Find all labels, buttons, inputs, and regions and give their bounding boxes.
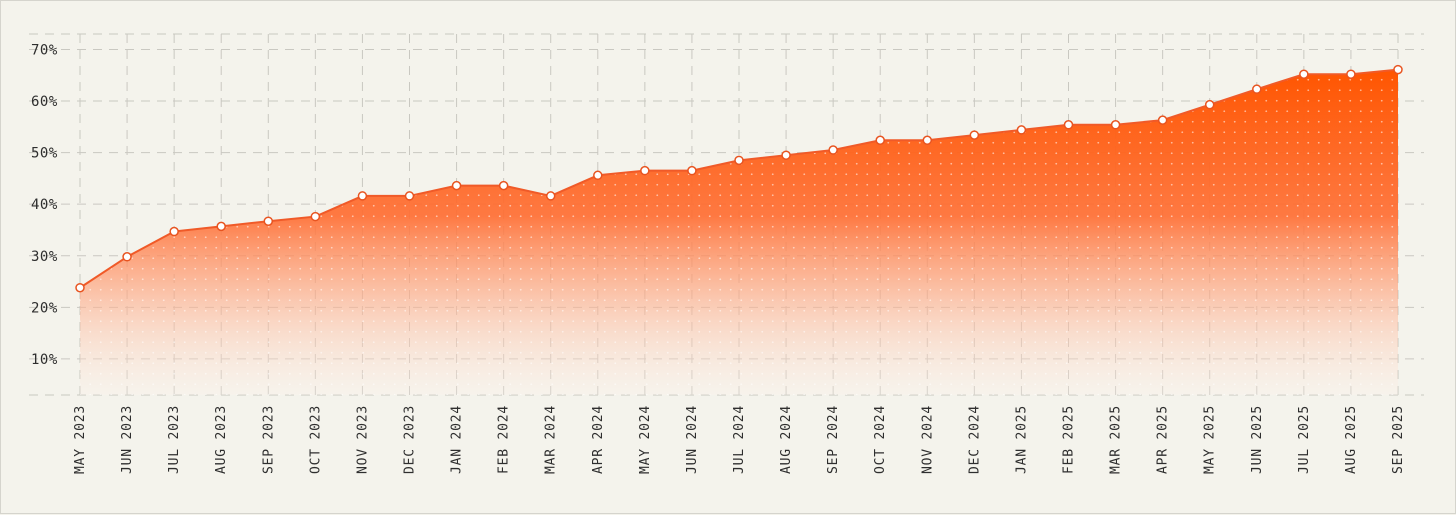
x-tick-label: NOV 2024 — [920, 405, 935, 474]
data-point-11[interactable] — [593, 170, 603, 181]
x-axis-ticks: MAY 2023 JUN 2023 JUL 2023 AUG 2023 SEP 2023… — [73, 405, 1406, 474]
data-point-25[interactable] — [1252, 84, 1262, 94]
data-point-1[interactable] — [122, 252, 132, 262]
x-tick-label: JUL 2023 — [167, 405, 182, 474]
data-point-27[interactable] — [1346, 69, 1356, 79]
x-tick-label: MAR 2025 — [1109, 405, 1124, 474]
x-tick-label: JUN 2024 — [685, 405, 700, 474]
data-point-17[interactable] — [875, 135, 885, 145]
area-fill-group — [80, 69, 1398, 395]
x-tick-label: MAY 2025 — [1203, 405, 1218, 474]
x-tick-label: AUG 2023 — [214, 405, 229, 474]
x-tick-label: DEC 2024 — [967, 405, 982, 474]
y-tick-label: 40% — [31, 197, 58, 213]
x-tick-label: SEP 2023 — [261, 405, 276, 474]
data-point-18[interactable] — [922, 135, 933, 145]
data-point-14[interactable] — [734, 155, 744, 166]
data-point-3[interactable] — [216, 221, 226, 232]
data-point-7[interactable] — [404, 191, 415, 201]
x-tick-label: FEB 2024 — [497, 405, 512, 474]
data-point-26[interactable] — [1299, 69, 1309, 79]
data-point-5[interactable] — [310, 211, 321, 222]
y-tick-label: 10% — [31, 352, 58, 368]
x-tick-label: JAN 2025 — [1014, 405, 1029, 474]
x-tick-label: OCT 2024 — [873, 405, 888, 474]
y-tick-label: 50% — [31, 146, 58, 162]
x-tick-label: SEP 2025 — [1391, 405, 1406, 474]
x-tick-label: NOV 2023 — [355, 405, 370, 474]
data-point-13[interactable] — [687, 165, 697, 176]
data-point-0[interactable] — [75, 282, 85, 293]
x-tick-label: JUL 2025 — [1297, 405, 1312, 474]
x-tick-label: JAN 2024 — [450, 405, 465, 474]
area-dot-texture — [80, 69, 1398, 395]
data-point-10[interactable] — [545, 191, 556, 201]
data-point-21[interactable] — [1063, 120, 1074, 130]
data-point-12[interactable] — [640, 165, 650, 176]
x-tick-label: MAY 2023 — [73, 405, 88, 474]
x-tick-label: APR 2025 — [1156, 405, 1171, 474]
data-point-16[interactable] — [828, 145, 838, 155]
y-tick-label: 60% — [31, 94, 58, 110]
data-point-22[interactable] — [1110, 120, 1121, 130]
y-axis-ticks: 10% 20% 30% 40% 50% 60% 70% — [31, 42, 58, 368]
x-tick-label: MAR 2024 — [544, 405, 559, 474]
y-tick-label: 70% — [31, 42, 58, 58]
x-tick-label: AUG 2025 — [1344, 405, 1359, 474]
x-tick-label: AUG 2024 — [779, 405, 794, 474]
x-tick-label: DEC 2023 — [403, 405, 418, 474]
data-point-24[interactable] — [1204, 99, 1215, 110]
x-tick-label: OCT 2023 — [308, 405, 323, 474]
x-tick-label: FEB 2025 — [1062, 405, 1077, 474]
data-point-19[interactable] — [969, 130, 980, 140]
x-tick-label: MAY 2024 — [638, 405, 653, 474]
data-point-2[interactable] — [169, 226, 179, 237]
data-point-8[interactable] — [451, 180, 462, 191]
data-point-23[interactable] — [1157, 115, 1168, 125]
data-point-15[interactable] — [781, 150, 791, 160]
data-point-28[interactable] — [1393, 64, 1403, 75]
data-point-9[interactable] — [498, 180, 509, 191]
x-tick-label: JUN 2025 — [1250, 405, 1265, 474]
x-tick-label: SEP 2024 — [826, 405, 841, 474]
data-point-6[interactable] — [357, 191, 368, 201]
y-tick-label: 20% — [31, 300, 58, 316]
x-tick-label: JUN 2023 — [120, 405, 135, 474]
y-tick-label: 30% — [31, 249, 58, 265]
x-tick-label: JUL 2024 — [732, 405, 747, 474]
data-markers — [75, 64, 1403, 293]
x-tick-label: APR 2024 — [591, 405, 606, 474]
data-point-20[interactable] — [1016, 125, 1027, 135]
data-point-4[interactable] — [263, 216, 274, 226]
